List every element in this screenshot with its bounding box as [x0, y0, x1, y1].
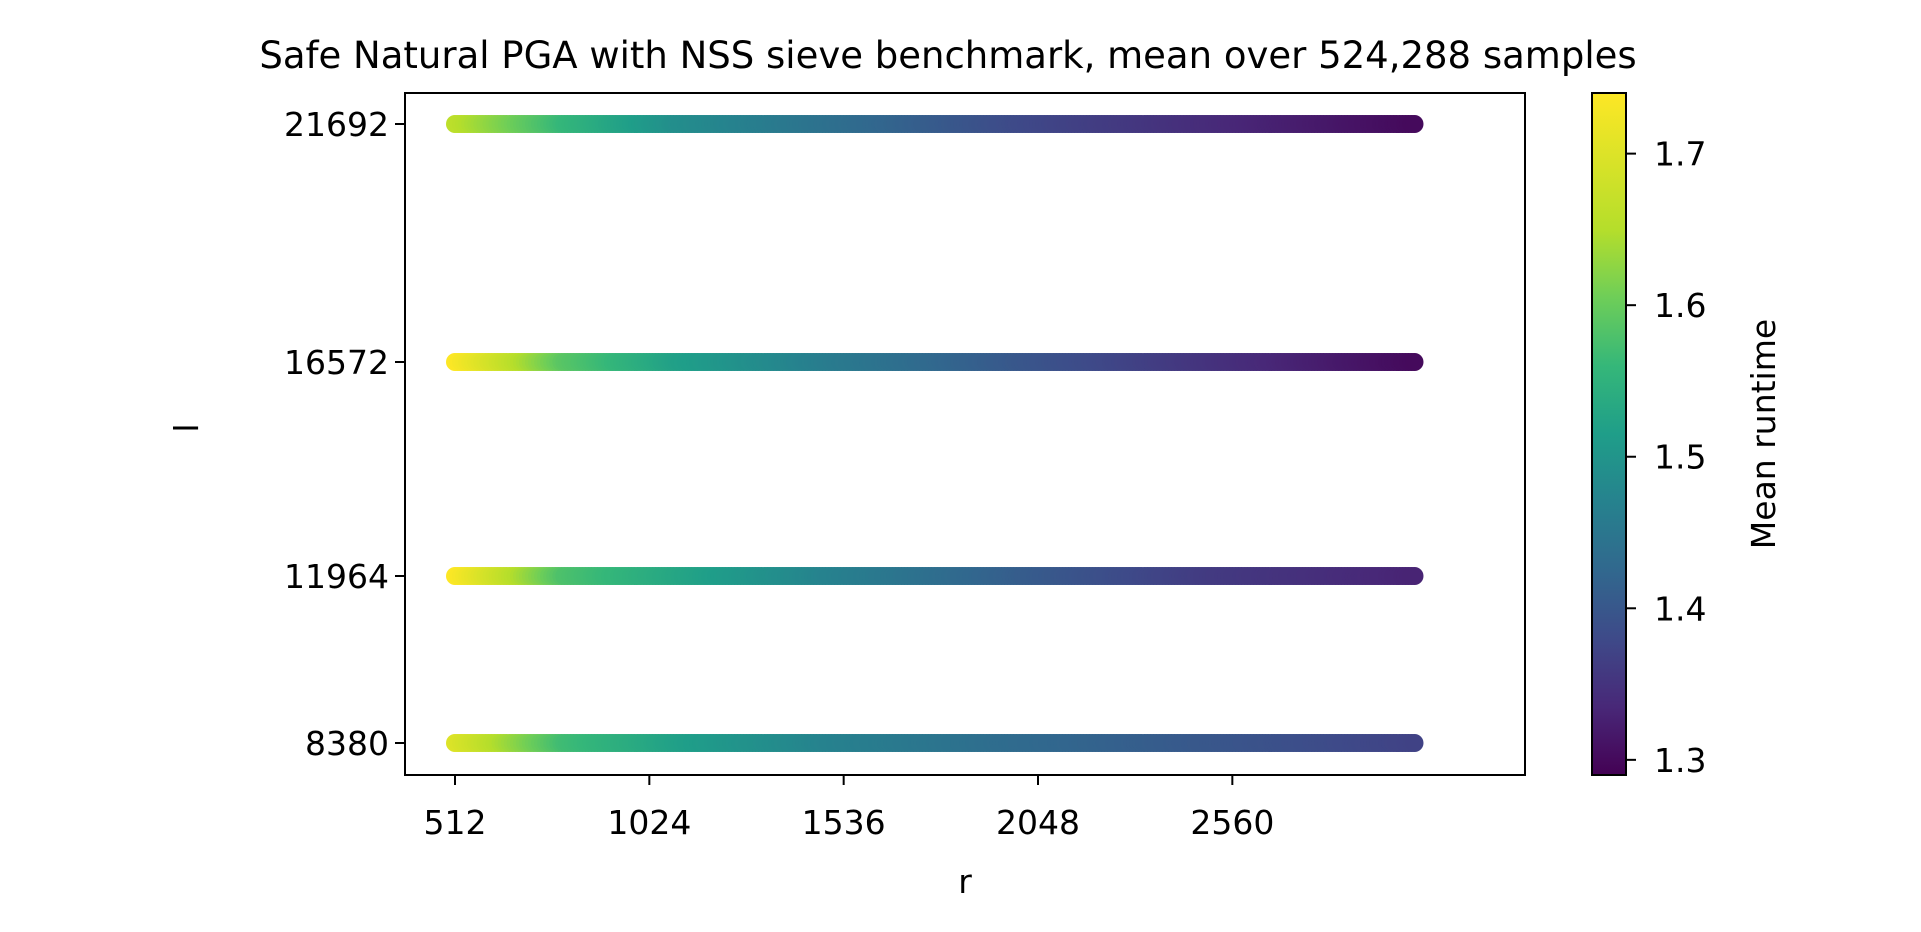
- scatter-point: [1405, 115, 1424, 133]
- scatter-point: [1405, 353, 1424, 371]
- colorbar-tick-label: 1.3: [1654, 741, 1706, 780]
- colorbar-label: Mean runtime: [1744, 319, 1783, 549]
- y-axis-label: l: [167, 423, 206, 432]
- data-points: [446, 115, 1424, 752]
- colorbar-tick-label: 1.7: [1654, 135, 1706, 174]
- colorbar-tick-label: 1.5: [1654, 438, 1706, 477]
- x-axis-label: r: [958, 862, 972, 901]
- colorbar-ticks: 1.3 1.4 1.5 1.6 1.7: [1626, 135, 1706, 780]
- y-tick-label: 8380: [305, 724, 389, 763]
- scatter-point: [1405, 734, 1424, 752]
- plot-frame: [404, 92, 1526, 776]
- x-axis-ticks: 512 1024 1536 2048 2560: [424, 775, 1274, 842]
- y-tick-label: 21692: [284, 105, 389, 144]
- x-tick-label: 512: [424, 803, 487, 842]
- scatter-point: [1405, 567, 1424, 585]
- chart-title: Safe Natural PGA with NSS sieve benchmar…: [259, 34, 1636, 77]
- colorbar: [1591, 92, 1627, 776]
- y-axis-ticks: 8380 11964 16572 21692: [284, 105, 405, 763]
- x-tick-label: 2048: [996, 803, 1080, 842]
- y-tick-label: 11964: [284, 557, 389, 596]
- colorbar-tick-label: 1.4: [1654, 589, 1706, 628]
- x-tick-label: 1024: [607, 803, 691, 842]
- y-tick-label: 16572: [284, 343, 389, 382]
- colorbar-tick-label: 1.6: [1654, 286, 1706, 325]
- x-tick-label: 2560: [1190, 803, 1274, 842]
- x-tick-label: 1536: [802, 803, 886, 842]
